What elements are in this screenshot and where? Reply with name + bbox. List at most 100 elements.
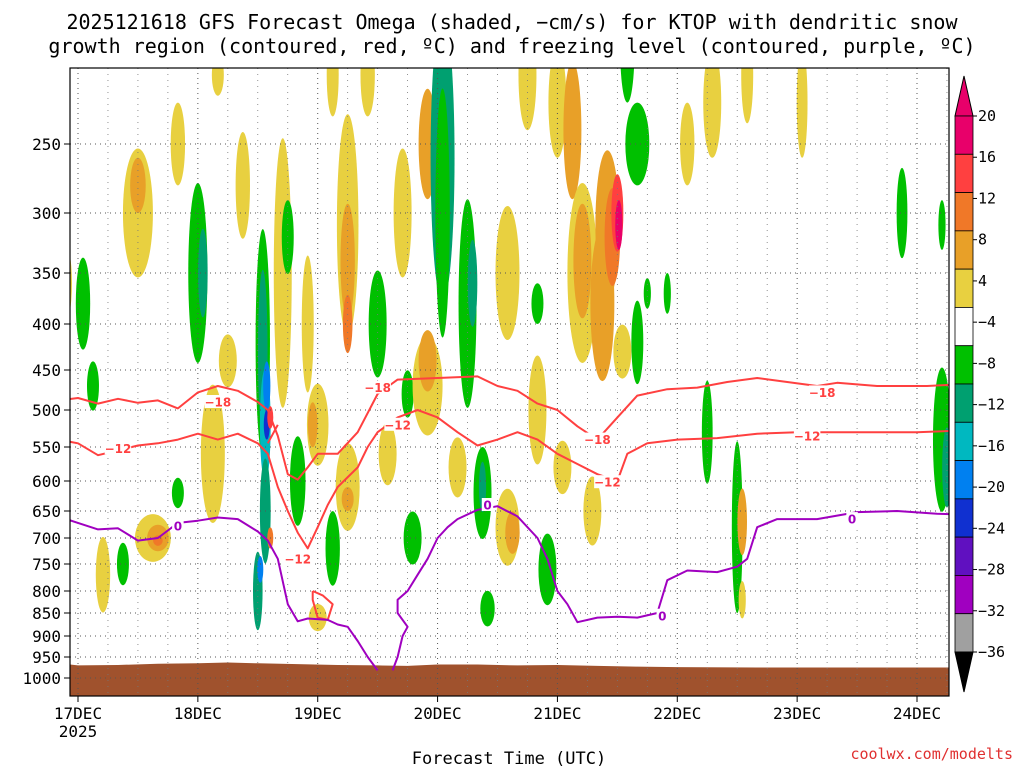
colorbar-segment	[954, 307, 974, 347]
y-tick-label: 600	[32, 472, 61, 491]
omega-shade-cell	[403, 511, 422, 565]
omega-shade-cell	[553, 440, 572, 495]
omega-shade-cell	[211, 68, 224, 96]
omega-shade-cell	[378, 422, 397, 486]
y-tick-label: 850	[32, 604, 61, 623]
y-tick-label: 400	[32, 315, 61, 334]
omega-shade-cell	[393, 148, 412, 278]
omega-shade-cell	[738, 581, 746, 619]
contour-label-bg	[172, 519, 184, 533]
omega-shade-cell	[235, 132, 250, 239]
colorbar-top-arrow	[954, 75, 974, 117]
omega-shade-cell	[531, 283, 544, 324]
contour-label-bg	[808, 385, 836, 399]
omega-shade-cell	[170, 102, 186, 186]
x-tick-label: 23DEC	[773, 704, 821, 723]
omega-shade-cell	[737, 488, 748, 556]
contour-label-bg	[584, 432, 611, 446]
omega-shade-cell	[171, 477, 184, 509]
omega-shade-cell	[625, 102, 650, 186]
colorbar-label: −12	[978, 396, 1005, 414]
contour-label-bg	[104, 441, 132, 455]
omega-shade-cell	[631, 300, 644, 385]
y-tick-label: 500	[32, 401, 61, 420]
y-tick-label: 350	[32, 264, 61, 283]
omega-shade-cell	[528, 355, 547, 465]
x-tick-label: 22DEC	[653, 704, 701, 723]
omega-shade-cell	[741, 68, 754, 124]
contour-label-bg	[481, 498, 494, 511]
omega-shade-cell	[326, 68, 339, 117]
y-tick-label: 800	[32, 582, 61, 601]
omega-shade-cell	[467, 239, 478, 327]
omega-shade-cell	[263, 361, 271, 411]
omega-shade-cell	[325, 511, 340, 586]
contour-label: −12	[384, 418, 411, 432]
omega-shade-cell	[643, 278, 651, 309]
omega-shade-cell	[896, 167, 908, 259]
contour-label: −12	[105, 442, 132, 456]
omega-shade-cell	[518, 68, 537, 131]
omega-shade-cell	[680, 102, 695, 186]
x-tick-label: 21DEC	[533, 704, 581, 723]
omega-shade-cell	[495, 206, 520, 340]
omega-shade-cell	[341, 487, 354, 511]
plot-frame	[69, 67, 950, 697]
contour-label: −12	[594, 476, 621, 490]
credit-text: coolwx.com/modelts	[850, 745, 1013, 763]
omega-shade-cell	[281, 200, 294, 274]
omega-shade-cell	[703, 68, 722, 158]
colorbar-segment	[954, 460, 974, 500]
contour-label-bg	[793, 428, 821, 442]
omega-shade-cell	[368, 270, 387, 378]
omega-shade-cell	[21, 222, 35, 252]
y-tick-label: 250	[32, 135, 61, 154]
x-tick-label: 17DEC	[54, 704, 102, 723]
y-tick-label: 900	[32, 627, 61, 646]
omega-shade-cell	[563, 68, 582, 200]
omega-shade-cell	[942, 427, 949, 508]
colorbar-label: −20	[978, 478, 1005, 496]
omega-shade-cell	[418, 330, 437, 392]
omega-shade-cell	[615, 200, 623, 250]
omega-shade-cell	[360, 68, 375, 117]
contour-dgz-12	[70, 409, 949, 550]
colorbar-label: 20	[978, 107, 996, 125]
omega-shade-cell	[75, 257, 91, 350]
contour-label-bg	[384, 417, 411, 431]
colorbar-segment	[954, 230, 974, 270]
omega-shade-cell	[401, 370, 414, 418]
contour-label-bg	[204, 395, 232, 408]
omega-shade-cell	[116, 542, 129, 586]
omega-shade-cell	[95, 537, 111, 613]
x-tick-label: 20DEC	[413, 704, 461, 723]
colorbar-segment	[954, 383, 974, 423]
y-tick-label: 700	[32, 529, 61, 548]
contour-label-bg	[656, 608, 669, 622]
omega-shade-cell	[613, 324, 632, 379]
colorbar-segment	[954, 268, 974, 308]
omega-shade-cell	[218, 334, 237, 388]
colorbar-label: 12	[978, 189, 996, 207]
colorbar-segment	[954, 613, 974, 653]
contour-freezing-0	[70, 516, 379, 671]
omega-shade-cell	[480, 590, 495, 627]
x-axis-label: Forecast Time (UTC)	[412, 749, 606, 768]
omega-shade-cell	[257, 556, 264, 583]
omega-shade-cell	[701, 380, 713, 484]
colorbar-label: −4	[978, 313, 996, 331]
colorbar-label: 8	[978, 231, 987, 249]
y-tick-label: 1000	[22, 669, 61, 688]
x-tick-label: 19DEC	[294, 704, 342, 723]
colorbar-label: 16	[978, 148, 996, 166]
y-tick-label: 750	[32, 555, 61, 574]
chart-title-line2: growth region (contoured, red, ºC) and f…	[48, 34, 975, 58]
contour-label: −12	[284, 552, 311, 566]
ground-terrain	[70, 662, 949, 696]
contour-label-bg	[284, 551, 311, 565]
contour-label: 0	[658, 609, 666, 623]
colorbar-segment	[954, 498, 974, 538]
contour-label-bg	[364, 380, 391, 394]
